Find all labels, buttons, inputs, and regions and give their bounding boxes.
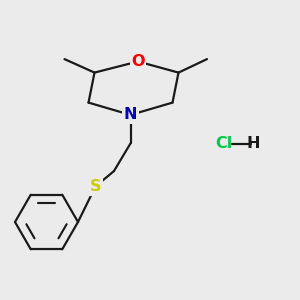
Text: N: N	[124, 107, 137, 122]
Text: O: O	[131, 54, 145, 69]
Text: H: H	[247, 136, 260, 152]
Text: S: S	[90, 179, 101, 194]
Text: Cl: Cl	[215, 136, 232, 152]
